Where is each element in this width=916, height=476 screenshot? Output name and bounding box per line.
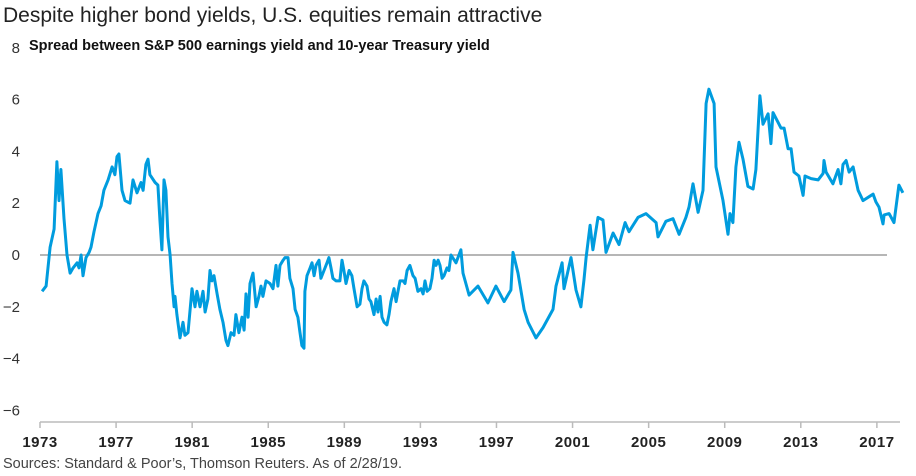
y-tick-label: −4 xyxy=(3,351,20,368)
x-tick-label: 1985 xyxy=(251,434,286,451)
x-tick-label: 1977 xyxy=(98,434,133,451)
y-tick-label: −2 xyxy=(3,299,20,316)
series-line-spread xyxy=(40,87,905,350)
x-tick-label: 1997 xyxy=(479,434,514,451)
chart-title: Despite higher bond yields, U.S. equitie… xyxy=(3,4,543,27)
x-tick-label: 1989 xyxy=(327,434,362,451)
y-tick-label: 8 xyxy=(12,40,20,57)
y-tick-label: −6 xyxy=(3,402,20,419)
x-tick-label: 2013 xyxy=(783,434,818,451)
x-axis: 1973 1977 1981 1985 1989 1993 1997 2001 2005 2009… xyxy=(22,421,900,451)
x-tick-label: 1993 xyxy=(403,434,438,451)
x-tick-label: 2009 xyxy=(707,434,742,451)
y-tick-label: 6 xyxy=(12,92,20,109)
x-tick-label: 2005 xyxy=(631,434,666,451)
x-tick-label: 2017 xyxy=(859,434,894,451)
y-tick-label: 4 xyxy=(12,143,20,160)
y-tick-label: 0 xyxy=(12,247,20,264)
source-note: Sources: Standard & Poor’s, Thomson Reut… xyxy=(3,456,402,472)
y-axis: 8 6 4 2 0 −2 −4 −6 xyxy=(3,40,20,420)
x-tick-label: 1981 xyxy=(174,434,209,451)
y-tick-label: 2 xyxy=(12,195,20,212)
x-tick-label: 2001 xyxy=(555,434,590,451)
x-tick-label: 1973 xyxy=(22,434,57,451)
chart-subtitle: Spread between S&P 500 earnings yield an… xyxy=(29,38,490,54)
